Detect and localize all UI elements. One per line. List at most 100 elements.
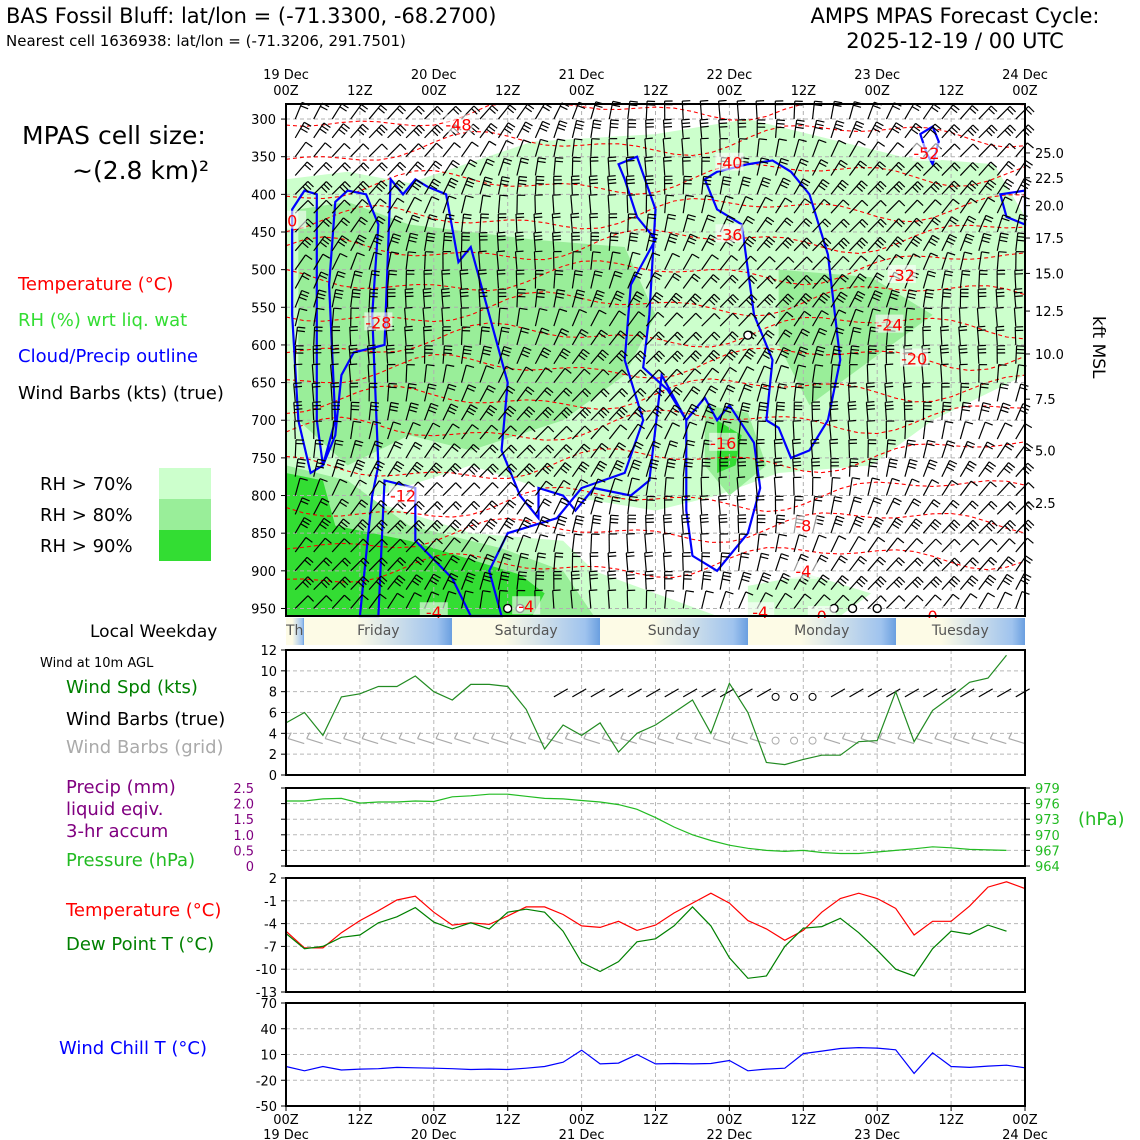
wind-barb-flag [453,537,461,544]
wind-barb-flag [706,421,715,425]
precip-label-3: 3-hr accum [66,821,169,842]
wind-barb-flag [954,143,961,150]
wind-barb-flag [399,124,407,132]
wind-barb-staff [442,384,450,402]
wind-barb-flag [737,100,746,102]
wind-barb-flag [540,534,549,538]
bottom-axis-hour: 12Z [791,1113,817,1128]
wind-barb-flag [395,441,403,446]
wind-barb-staff [756,421,759,440]
wind-barb-flag [434,442,442,449]
wind-barb-flag [334,296,343,299]
wind-barb-flag [774,461,783,463]
wind-barb-flag [951,126,958,134]
wind-barb-flag [991,519,998,527]
wind-barb-staff [405,383,410,402]
wind-barb-flag [798,138,807,143]
wind-barb-flag [871,296,880,302]
wind-barb-flag [377,460,385,466]
weekday-tuesday: Tuesday [895,618,1025,645]
precip-tick-label: 1.5 [233,813,254,828]
wind-barb-flag [933,560,940,567]
wind-barb-staff [405,500,420,515]
top-axis-date: 23 Dec [854,68,901,83]
wind-barb-staff [479,424,492,440]
wind-barb-staff [441,270,444,289]
wind-barb-flag [824,218,832,225]
wind-barb-staff [313,289,320,308]
wind-barb-staff [701,367,713,383]
wind-barb-staff [348,345,352,364]
wind-barb-flag [880,199,887,207]
wind-barb-grid-flag [287,732,292,739]
wind-barb-flag [453,443,461,450]
wind-barb-flag [492,482,499,489]
wind-barb-flag [819,242,827,250]
temp-label-bg [887,264,916,283]
wind-barb-staff [571,479,582,496]
wind-barb-flag [497,269,506,272]
wind-barb-staff [405,143,419,158]
wind-barb-staff [682,571,685,590]
wind-barb-staff [996,178,1008,195]
wind-barb-staff [350,104,362,120]
wind-barb-flag [523,519,532,525]
wind-barb-staff [941,216,953,233]
wind-barb-staff [644,571,647,590]
wind-barb-flag [718,498,727,501]
wind-barb-flag [942,292,951,295]
wind-barb-staff [959,460,971,478]
wind-barb-flag [949,459,958,465]
wind-barb-flag [1019,387,1028,391]
wind-barb-staff [812,292,824,308]
wind-barb-flag [820,159,829,164]
wind-barb-staff [627,423,639,440]
wind-barb-staff [756,293,771,308]
wind-barb-flag [723,176,732,179]
wind-barb-staff [644,157,647,176]
wind-barb-flag [504,157,512,162]
wind-barb-flag [447,184,456,189]
wind-barb-flag [321,125,329,131]
wind-barb-flag [718,100,727,102]
wind-barb-staff [664,458,669,477]
wind-barb-staff [941,104,954,120]
wind-barb-flag [951,479,959,486]
wind-barb-flag [802,178,811,184]
wind-barb-flag [853,326,862,330]
isotherm-label: -24 [876,316,902,335]
wind-barb-flag [857,290,866,296]
wind-barb-grid [971,737,988,745]
pressure-tick-label: 400 [251,188,276,203]
wind-barb-flag [330,344,340,347]
wind-barb-flag [305,537,313,543]
wind-barb-flag [404,325,413,328]
calm-circle-true [808,692,817,701]
wind-barb-flag [711,334,718,341]
wind-barb-flag [776,408,785,411]
wind-barb-flag [446,213,455,217]
wind-barb-flag [890,293,899,297]
wind-barb-staff [516,534,524,553]
wind-barb-flag [638,405,646,413]
wind-barb-staff [793,218,807,233]
wind-barb-flag [839,182,847,189]
wind-barb-staff [368,575,382,591]
wind-barb-flag [765,592,773,597]
wind-barb-staff [867,218,881,233]
wind-barb-flag [810,438,820,441]
wind-barb-flag [1002,184,1011,191]
wind-barb-true [701,688,716,698]
height-tick-label: 7.5 [1035,393,1056,408]
wind-barb-flag [776,126,785,129]
bottom-axis-date: 23 Dec [854,1128,900,1140]
wind-barb-flag [776,521,785,524]
cell-size-value: ~(2.8 km)² [72,156,210,185]
wind-barb-flag [879,161,886,168]
wind-barb-staff [424,538,437,553]
wind-barb-flag [552,212,561,215]
wind-barb-grid [361,737,379,745]
wind-barb-staff [607,571,610,590]
wind-barb-flag [744,241,752,248]
wind-barb-staff [719,294,734,308]
